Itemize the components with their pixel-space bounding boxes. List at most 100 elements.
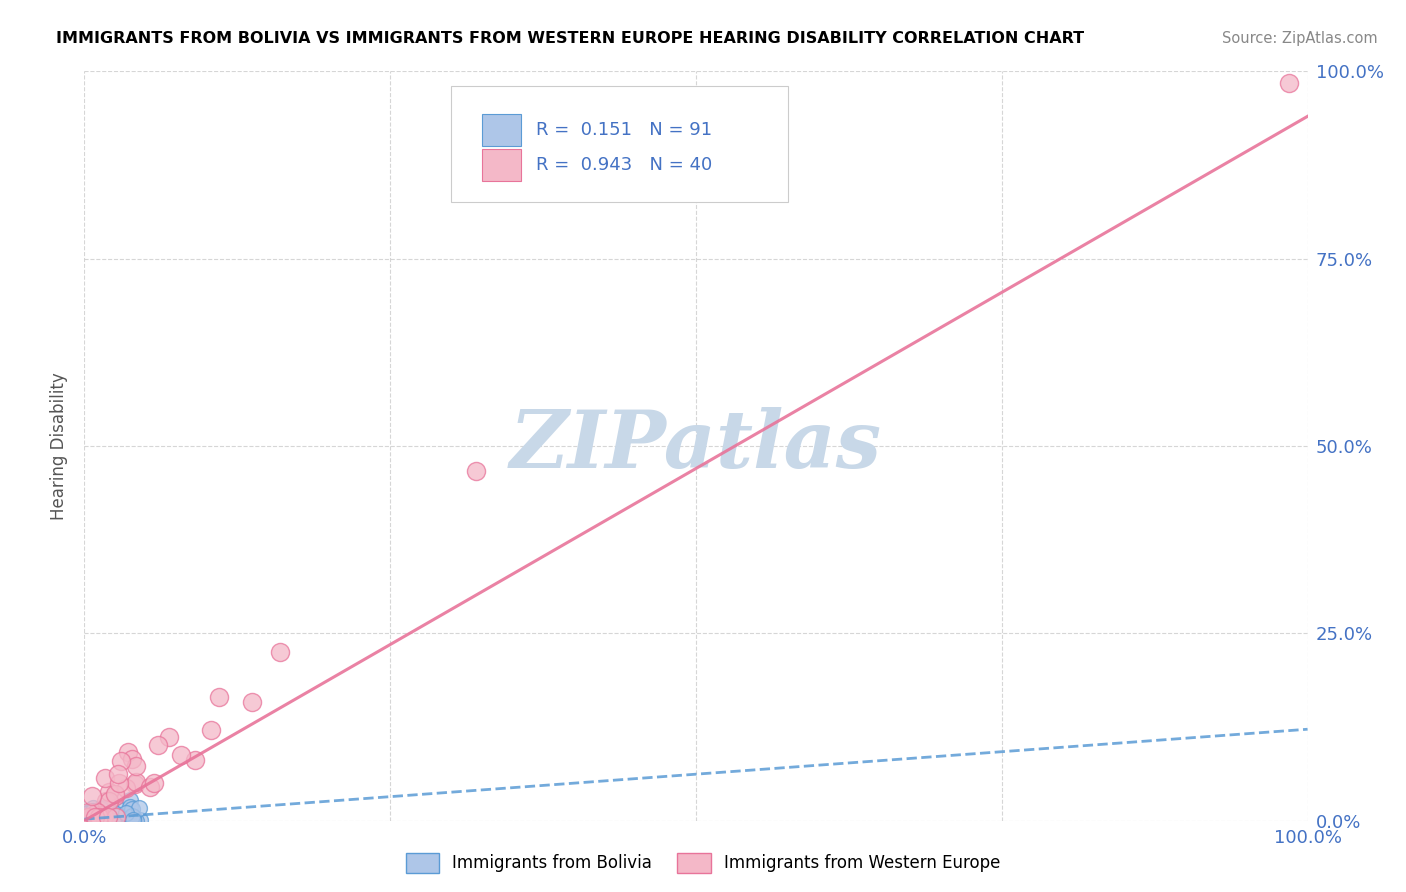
Point	[82, 804, 104, 818]
Point	[82, 814, 104, 828]
Point	[118, 800, 141, 814]
Point	[83, 814, 105, 828]
Point	[77, 805, 100, 820]
Point	[84, 814, 107, 828]
Point	[91, 813, 114, 827]
Point	[80, 814, 103, 828]
Point	[146, 738, 169, 752]
Legend: Immigrants from Bolivia, Immigrants from Western Europe: Immigrants from Bolivia, Immigrants from…	[399, 847, 1007, 880]
Point	[80, 808, 103, 822]
Point	[75, 810, 97, 824]
Point	[107, 767, 129, 781]
Point	[91, 810, 114, 824]
Point	[125, 774, 148, 789]
Point	[142, 776, 165, 790]
Point	[97, 794, 120, 808]
Point	[82, 801, 104, 815]
Point	[75, 806, 97, 821]
Point	[125, 814, 148, 828]
Point	[118, 793, 141, 807]
Point	[103, 789, 125, 803]
Point	[93, 814, 115, 828]
Point	[108, 814, 131, 828]
Point	[208, 690, 231, 704]
Point	[77, 805, 100, 819]
Point	[77, 810, 100, 824]
Point	[1278, 76, 1301, 90]
Point	[121, 752, 143, 766]
Point	[98, 814, 121, 828]
Point	[89, 810, 111, 824]
Point	[84, 810, 107, 824]
Point	[80, 814, 103, 828]
Bar	[482, 149, 522, 181]
Point	[122, 810, 145, 824]
Point	[129, 813, 152, 827]
Point	[94, 772, 117, 786]
Point	[83, 814, 105, 828]
Point	[108, 776, 131, 790]
Point	[464, 464, 486, 478]
Point	[97, 810, 120, 824]
Point	[122, 813, 145, 827]
Point	[128, 801, 150, 815]
Point	[91, 808, 114, 822]
Point	[97, 785, 120, 799]
Point	[86, 814, 108, 828]
Point	[96, 807, 118, 822]
Point	[75, 811, 97, 825]
Point	[112, 803, 135, 817]
Point	[101, 811, 124, 825]
Point	[75, 813, 97, 827]
Point	[82, 804, 104, 818]
Point	[86, 805, 108, 820]
Point	[104, 787, 127, 801]
Point	[100, 805, 122, 820]
Point	[76, 807, 98, 822]
Point	[115, 781, 138, 796]
Point	[94, 794, 117, 808]
Point	[77, 813, 100, 827]
Point	[91, 807, 114, 822]
Point	[115, 814, 138, 828]
Point	[83, 814, 105, 828]
Point	[105, 807, 128, 822]
Point	[82, 789, 104, 803]
Point	[75, 814, 97, 828]
Point	[83, 814, 105, 828]
Point	[93, 811, 115, 825]
Point	[82, 804, 104, 818]
Point	[82, 810, 104, 824]
Point	[108, 812, 131, 826]
Text: R =  0.943   N = 40: R = 0.943 N = 40	[536, 156, 711, 174]
Point	[121, 801, 143, 815]
Point	[93, 809, 115, 823]
Bar	[482, 114, 522, 145]
Point	[83, 814, 105, 828]
Point	[108, 814, 131, 828]
Point	[125, 759, 148, 773]
Point	[104, 810, 127, 824]
Point	[83, 806, 105, 821]
Point	[124, 777, 146, 791]
Point	[121, 808, 143, 822]
Point	[103, 814, 125, 828]
Point	[83, 814, 105, 828]
Point	[94, 808, 117, 822]
Point	[77, 806, 100, 821]
Point	[139, 780, 162, 794]
Point	[84, 810, 107, 824]
Point	[89, 814, 111, 828]
Point	[159, 730, 181, 744]
Point	[200, 723, 222, 737]
Point	[82, 814, 104, 828]
Point	[100, 808, 122, 822]
Point	[90, 800, 112, 814]
Point	[122, 814, 145, 828]
Point	[82, 814, 104, 828]
Point	[184, 754, 207, 768]
Y-axis label: Hearing Disability: Hearing Disability	[51, 372, 69, 520]
Point	[76, 814, 98, 828]
Point	[79, 814, 101, 828]
Point	[110, 754, 132, 768]
